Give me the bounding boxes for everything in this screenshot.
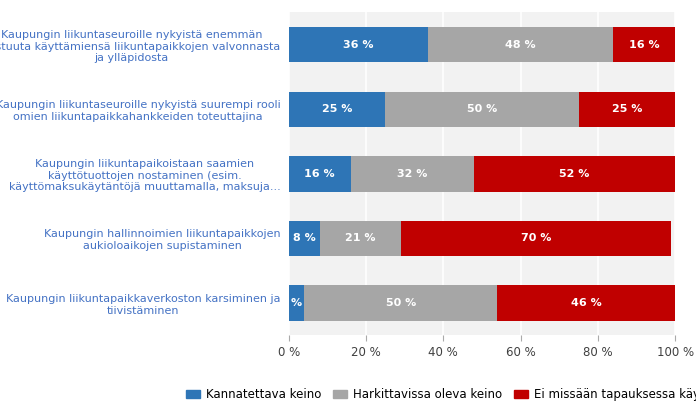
Text: 32 %: 32 % (397, 169, 427, 179)
Bar (428, 27, 613, 63)
Text: 25 %: 25 % (322, 104, 352, 114)
Bar (289, 27, 428, 63)
Bar (289, 92, 386, 127)
Bar (351, 156, 474, 191)
Text: 16 %: 16 % (629, 40, 660, 50)
Text: 36 %: 36 % (343, 40, 374, 50)
Text: 46 %: 46 % (571, 298, 601, 308)
Text: 16 %: 16 % (304, 169, 335, 179)
Bar (304, 285, 498, 321)
Text: 21 %: 21 % (345, 234, 376, 243)
Bar (319, 220, 401, 256)
Bar (613, 27, 675, 63)
Bar (474, 156, 675, 191)
Text: 70 %: 70 % (521, 234, 551, 243)
Bar (289, 156, 351, 191)
Bar (386, 92, 578, 127)
Text: 48 %: 48 % (505, 40, 536, 50)
Text: 52 %: 52 % (560, 169, 590, 179)
Bar (498, 285, 675, 321)
Bar (289, 220, 319, 256)
Text: 8 %: 8 % (293, 234, 316, 243)
Bar (401, 220, 671, 256)
Legend: Kannatettava keino, Harkittavissa oleva keino, Ei missään tapauksessa käytettävä: Kannatettava keino, Harkittavissa oleva … (181, 383, 696, 406)
Text: 25 %: 25 % (612, 104, 642, 114)
Bar (289, 285, 304, 321)
Text: %: % (291, 298, 302, 308)
Text: 50 %: 50 % (467, 104, 497, 114)
Bar (578, 92, 675, 127)
Text: 50 %: 50 % (386, 298, 416, 308)
